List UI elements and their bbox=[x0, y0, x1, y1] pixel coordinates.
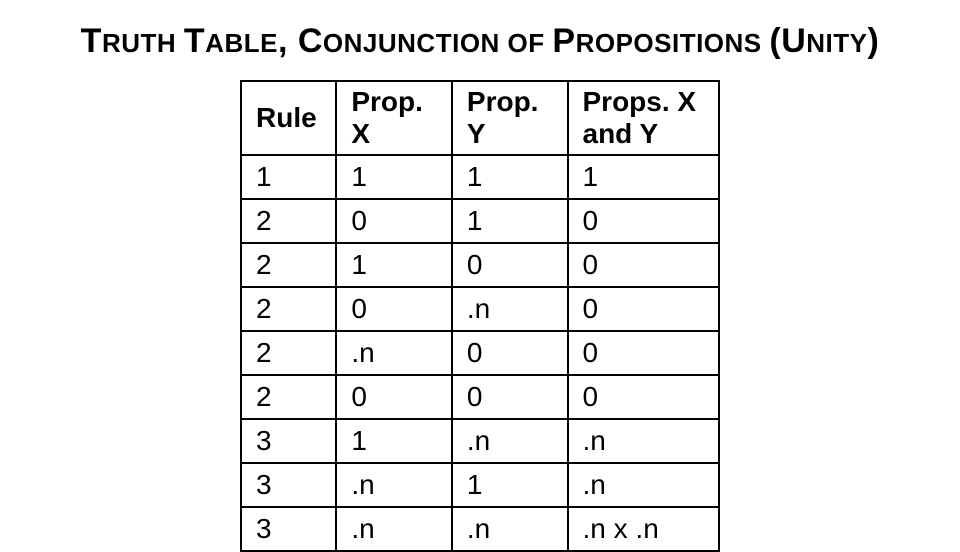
table-cell: 0 bbox=[568, 243, 720, 287]
table-cell: .n bbox=[452, 419, 568, 463]
col-header: Prop. Y bbox=[452, 81, 568, 155]
title-segment: ROPOSITIONS bbox=[576, 28, 770, 58]
table-row: 3.n1.n bbox=[241, 463, 719, 507]
table-cell: 3 bbox=[241, 463, 336, 507]
col-header: Prop. X bbox=[336, 81, 452, 155]
title-segment: C bbox=[298, 22, 323, 60]
title-segment: T bbox=[81, 22, 102, 60]
table-cell: 0 bbox=[336, 287, 452, 331]
table-cell: 2 bbox=[241, 331, 336, 375]
table-cell: 1 bbox=[452, 155, 568, 199]
table-cell: 1 bbox=[241, 155, 336, 199]
title-segment: ABLE bbox=[205, 28, 278, 58]
table-cell: 1 bbox=[336, 155, 452, 199]
table-header: Rule Prop. X Prop. Y Props. X and Y bbox=[241, 81, 719, 155]
table-row: 2010 bbox=[241, 199, 719, 243]
table-cell: 2 bbox=[241, 375, 336, 419]
table-cell: .n bbox=[568, 463, 720, 507]
table-cell: .n bbox=[452, 507, 568, 551]
table-cell: .n bbox=[452, 287, 568, 331]
title-segment: T bbox=[184, 22, 205, 60]
table-row: 20.n0 bbox=[241, 287, 719, 331]
table-cell: 0 bbox=[568, 199, 720, 243]
page: TRUTH TABLE, CONJUNCTION OF PROPOSITIONS… bbox=[0, 0, 960, 540]
table-row: 2000 bbox=[241, 375, 719, 419]
page-title: TRUTH TABLE, CONJUNCTION OF PROPOSITIONS… bbox=[0, 22, 960, 61]
title-segment: ONJUNCTION OF bbox=[323, 28, 552, 58]
truth-table-container: Rule Prop. X Prop. Y Props. X and Y 1111… bbox=[240, 80, 720, 552]
table-cell: 1 bbox=[452, 463, 568, 507]
table-cell: 0 bbox=[452, 331, 568, 375]
table-header-row: Rule Prop. X Prop. Y Props. X and Y bbox=[241, 81, 719, 155]
table-cell: 0 bbox=[568, 331, 720, 375]
title-segment: , bbox=[278, 22, 298, 60]
table-cell: 0 bbox=[568, 287, 720, 331]
table-row: 2100 bbox=[241, 243, 719, 287]
table-cell: 0 bbox=[336, 375, 452, 419]
table-cell: 1 bbox=[568, 155, 720, 199]
table-cell: .n bbox=[336, 507, 452, 551]
table-row: 2.n00 bbox=[241, 331, 719, 375]
title-segment: P bbox=[552, 22, 575, 60]
table-cell: .n x .n bbox=[568, 507, 720, 551]
table-cell: 0 bbox=[452, 243, 568, 287]
table-cell: 2 bbox=[241, 199, 336, 243]
title-segment: (U bbox=[769, 22, 806, 60]
table-cell: 0 bbox=[336, 199, 452, 243]
table-cell: 3 bbox=[241, 507, 336, 551]
table-cell: 3 bbox=[241, 419, 336, 463]
table-body: 11112010210020.n02.n00200031.n.n3.n1.n3.… bbox=[241, 155, 719, 551]
table-cell: 2 bbox=[241, 287, 336, 331]
title-segment: NITY bbox=[806, 28, 867, 58]
table-cell: 1 bbox=[452, 199, 568, 243]
table-cell: 1 bbox=[336, 243, 452, 287]
table-row: 3.n.n.n x .n bbox=[241, 507, 719, 551]
table-cell: 1 bbox=[336, 419, 452, 463]
table-cell: .n bbox=[568, 419, 720, 463]
table-row: 1111 bbox=[241, 155, 719, 199]
table-cell: 0 bbox=[568, 375, 720, 419]
col-header: Rule bbox=[241, 81, 336, 155]
table-row: 31.n.n bbox=[241, 419, 719, 463]
title-segment: ) bbox=[868, 22, 880, 60]
table-cell: .n bbox=[336, 331, 452, 375]
title-segment: RUTH bbox=[102, 28, 184, 58]
table-cell: 0 bbox=[452, 375, 568, 419]
col-header: Props. X and Y bbox=[568, 81, 720, 155]
table-cell: .n bbox=[336, 463, 452, 507]
truth-table: Rule Prop. X Prop. Y Props. X and Y 1111… bbox=[240, 80, 720, 552]
table-cell: 2 bbox=[241, 243, 336, 287]
